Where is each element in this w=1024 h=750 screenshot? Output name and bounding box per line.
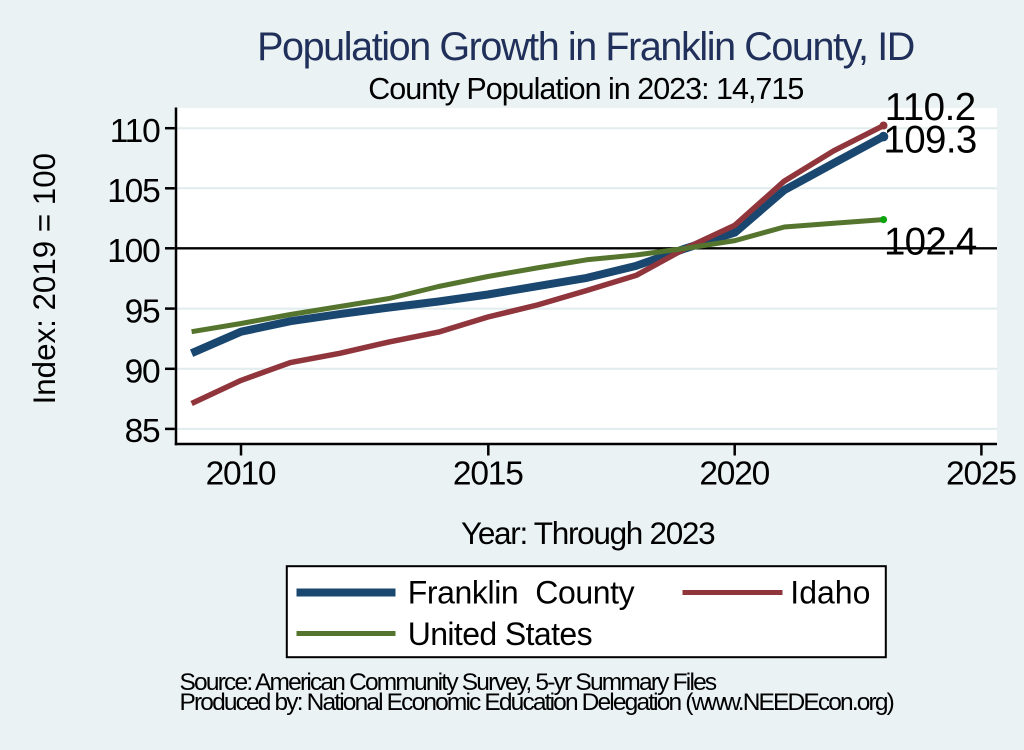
svg-text:Year: Through 2023: Year: Through 2023 [461, 515, 715, 551]
svg-text:2020: 2020 [699, 456, 769, 493]
svg-text:90: 90 [125, 354, 160, 391]
svg-text:Population Growth in Franklin: Population Growth in Franklin County, ID [257, 25, 914, 69]
svg-text:2015: 2015 [453, 456, 523, 493]
svg-text:100: 100 [107, 233, 160, 270]
svg-text:109.3: 109.3 [883, 118, 976, 161]
svg-text:Produced by: National Economic: Produced by: National Economic Education… [180, 689, 894, 716]
svg-text:Franklin County: Franklin County [408, 575, 635, 611]
svg-text:85: 85 [125, 413, 160, 450]
svg-text:Source: American Community Sur: Source: American Community Survey, 5-yr … [180, 669, 717, 696]
svg-text:105: 105 [107, 173, 160, 210]
svg-text:102.4: 102.4 [884, 220, 977, 263]
svg-text:2025: 2025 [946, 456, 1016, 493]
svg-text:Idaho: Idaho [790, 575, 870, 611]
svg-text:110.2: 110.2 [885, 86, 976, 129]
svg-text:United States: United States [408, 616, 592, 652]
svg-text:110: 110 [110, 113, 160, 150]
svg-text:2010: 2010 [206, 456, 276, 493]
svg-text:95: 95 [125, 293, 160, 330]
svg-text:County Population in 2023: 14,: County Population in 2023: 14,715 [368, 72, 803, 106]
svg-text:Index: 2019 = 100: Index: 2019 = 100 [27, 153, 62, 404]
